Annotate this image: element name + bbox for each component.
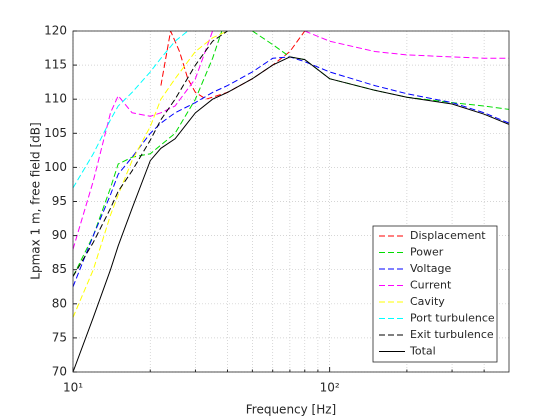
y-tick-label: 70	[52, 365, 67, 379]
legend-label: Port turbulence	[410, 312, 495, 325]
y-tick-label: 95	[52, 194, 67, 208]
y-tick-label: 90	[52, 228, 67, 242]
series-line	[73, 56, 509, 372]
y-tick-label: 75	[52, 330, 67, 344]
y-tick-label: 85	[52, 262, 67, 276]
legend-box	[372, 225, 498, 363]
legend-label: Voltage	[410, 262, 451, 275]
legend-label: Power	[410, 246, 444, 259]
y-tick-label: 105	[44, 126, 67, 140]
legend-label: Current	[410, 279, 452, 292]
x-tick-label: 10²	[320, 381, 340, 395]
y-tick-label: 100	[44, 160, 67, 174]
legend-label: Displacement	[410, 229, 486, 242]
legend-label: Cavity	[410, 295, 445, 308]
y-tick-label: 115	[44, 58, 67, 72]
series-line	[73, 31, 228, 318]
legend-label: Exit turbulence	[410, 328, 494, 341]
series-line	[160, 31, 306, 100]
series-line	[73, 56, 509, 287]
y-axis-label: Lpmax 1 m, free field [dB]	[29, 122, 43, 279]
series-line	[73, 31, 509, 250]
series-line	[73, 31, 189, 189]
x-tick-label: 10¹	[63, 381, 83, 395]
legend-label: Total	[409, 345, 436, 358]
y-tick-label: 120	[44, 24, 67, 38]
y-tick-label: 80	[52, 296, 67, 310]
series-line	[73, 31, 228, 277]
x-axis-label: Frequency [Hz]	[246, 403, 337, 417]
y-tick-label: 110	[44, 92, 67, 106]
